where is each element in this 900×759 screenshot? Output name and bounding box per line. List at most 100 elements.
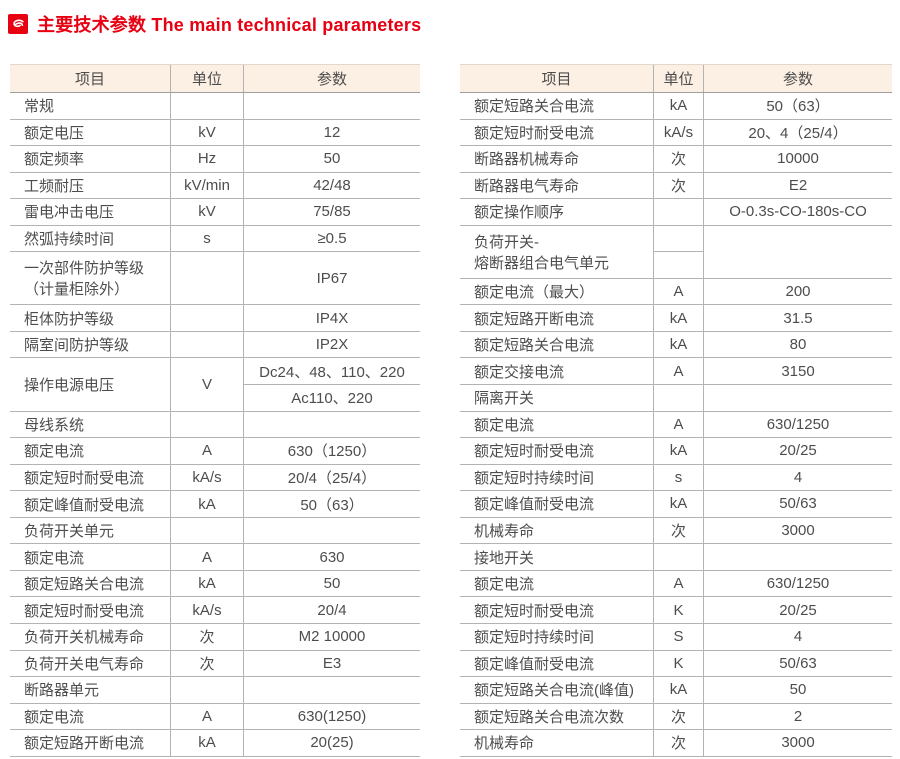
table-row: 机械寿命 次 3000	[460, 730, 892, 757]
page-title: 主要技术参数 The main technical parameters	[37, 15, 422, 35]
row-value-cell: IP67	[243, 252, 420, 305]
row-unit-cell: 次	[170, 650, 243, 677]
row-unit-cell: 次	[653, 703, 703, 730]
table-row: 机械寿命 次 3000	[460, 517, 892, 545]
row-value-cell: 4	[703, 464, 892, 491]
row-item-cell: 额定短路开断电流	[24, 735, 145, 753]
row-value-cell: 50	[243, 570, 420, 597]
row-item-cell: 额定短路关合电流	[474, 98, 595, 116]
row-value-cell: 200	[703, 278, 892, 305]
table-row: 额定短路关合电流(峰值) kA 50	[460, 677, 892, 704]
row-value-cell	[703, 225, 892, 278]
row-value-cell: IP4X	[243, 305, 420, 331]
table-row: 额定峰值耐受电流 kA 50/63	[460, 491, 892, 518]
row-unit-cell: kA/s	[170, 464, 243, 491]
row-item-line: 一次部件防护等级	[24, 260, 145, 278]
row-unit-cell: A	[653, 278, 703, 305]
table-row: 额定短时耐受电流 kA 20/25	[460, 438, 892, 465]
row-item-cell: 额定电流	[24, 549, 85, 567]
row-value-subcell: Dc24、48、110、220	[244, 358, 420, 385]
row-value-cell	[243, 677, 420, 703]
row-unit-cell: A	[170, 544, 243, 570]
unit-subcell	[654, 252, 703, 278]
row-item-cell: 负荷开关机械寿命	[24, 629, 145, 647]
row-unit-cell: s	[653, 464, 703, 491]
row-value-cell: 4	[703, 623, 892, 650]
row-value-cell: 20、4（25/4）	[703, 119, 892, 146]
row-value-cell: 50（63）	[703, 93, 892, 119]
row-value-cell: 10000	[703, 146, 892, 172]
row-item-cell: 机械寿命	[474, 523, 535, 541]
table-row: 额定短时耐受电流 kA/s 20/4	[10, 597, 420, 624]
table-row: 隔室间防护等级 IP2X	[10, 331, 420, 359]
row-unit-cell	[170, 331, 243, 358]
unit-subcell	[654, 226, 703, 252]
row-unit-cell: kA	[653, 677, 703, 703]
row-unit-cell: kA/s	[170, 597, 243, 623]
table-row: 操作电源电压 V Dc24、48、110、220 Ac110、220	[10, 358, 420, 412]
row-value-cell: 3000	[703, 730, 892, 756]
row-item-cell: 额定电流（最大）	[474, 284, 595, 302]
row-unit-cell: S	[653, 623, 703, 650]
row-unit-cell: kA	[653, 93, 703, 119]
row-item-cell: 负荷开关电气寿命	[24, 655, 145, 673]
row-unit-cell: kA	[653, 305, 703, 331]
table-row: 额定峰值耐受电流 kA 50（63）	[10, 491, 420, 518]
row-unit-cell: kV/min	[170, 172, 243, 199]
title-bar: 主要技术参数 The main technical parameters	[8, 11, 421, 37]
table-row: 断路器单元	[10, 677, 420, 704]
row-unit-cell	[170, 305, 243, 331]
table-row: 雷电冲击电压 kV 75/85	[10, 199, 420, 226]
row-item-line: 负荷开关-	[474, 233, 539, 251]
row-item-cell: 额定电流	[24, 708, 85, 726]
table-row: 额定电流 A 630/1250	[460, 411, 892, 439]
table-row: 常规	[10, 93, 420, 120]
row-item-cell: 额定短路开断电流	[474, 310, 595, 328]
row-value-cell: IP2X	[243, 331, 420, 358]
row-item-cell: 额定短时耐受电流	[474, 443, 595, 461]
row-unit-cell: kA	[170, 570, 243, 597]
row-item-cell: 断路器机械寿命	[474, 151, 580, 169]
row-item-cell: 额定频率	[24, 151, 85, 169]
parameters-table-left: 项目 单位 参数 常规 额定电压 kV 12 额定频率 Hz 50 工频耐压 kV/min 42/…	[10, 64, 420, 757]
row-item-cell: 额定短时耐受电流	[24, 602, 145, 620]
table-row: 额定短时持续时间 S 4	[460, 623, 892, 651]
column-header-value: 参数	[243, 65, 420, 92]
row-item-cell: 断路器单元	[24, 682, 100, 700]
row-item-cell: 额定峰值耐受电流	[474, 496, 595, 514]
row-value-cell: 50（63）	[243, 491, 420, 517]
column-header-value: 参数	[703, 65, 892, 92]
row-item-cell: 额定短时耐受电流	[474, 602, 595, 620]
row-item-cell: 隔室间防护等级	[24, 337, 130, 355]
row-unit-cell: A	[653, 411, 703, 438]
row-item-cell: 额定短时持续时间	[474, 629, 595, 647]
row-item-cell: 工频耐压	[24, 177, 85, 195]
table-row: 额定电流（最大） A 200	[460, 278, 892, 306]
column-header-item: 项目	[541, 71, 572, 88]
row-unit-cell: A	[653, 570, 703, 597]
row-unit-cell	[653, 225, 703, 278]
row-item-cell: 机械寿命	[474, 735, 535, 753]
row-value-cell: 630/1250	[703, 570, 892, 597]
row-item-cell: 额定短路关合电流(峰值)	[474, 682, 634, 700]
table-row: 额定电压 kV 12	[10, 119, 420, 147]
row-item-cell: 额定峰值耐受电流	[24, 496, 145, 514]
row-item-cell: 额定电流	[474, 576, 535, 594]
table-row: 额定短路关合电流 kA 50	[10, 570, 420, 598]
table-body: 额定短路关合电流 kA 50（63） 额定短时耐受电流 kA/s 20、4（25/4） 断路…	[460, 93, 892, 757]
row-value-cell: 50	[243, 146, 420, 172]
row-value-cell	[703, 544, 892, 570]
table-row: 额定短路关合电流 kA 50（63）	[460, 93, 892, 120]
row-unit-cell: kA	[170, 491, 243, 517]
row-value-cell: 3150	[703, 358, 892, 385]
table-row: 额定短路关合电流 kA 80	[460, 331, 892, 359]
row-item-cell: 额定操作顺序	[474, 204, 565, 222]
table-row: 柜体防护等级 IP4X	[10, 305, 420, 332]
row-value-cell: 20/4	[243, 597, 420, 623]
row-unit-cell	[170, 252, 243, 305]
row-value-cell: 630	[243, 544, 420, 570]
row-item-cell: 额定短时持续时间	[474, 469, 595, 487]
row-unit-cell	[653, 385, 703, 411]
table-row: 额定电流 A 630	[10, 544, 420, 571]
table-row: 工频耐压 kV/min 42/48	[10, 172, 420, 200]
